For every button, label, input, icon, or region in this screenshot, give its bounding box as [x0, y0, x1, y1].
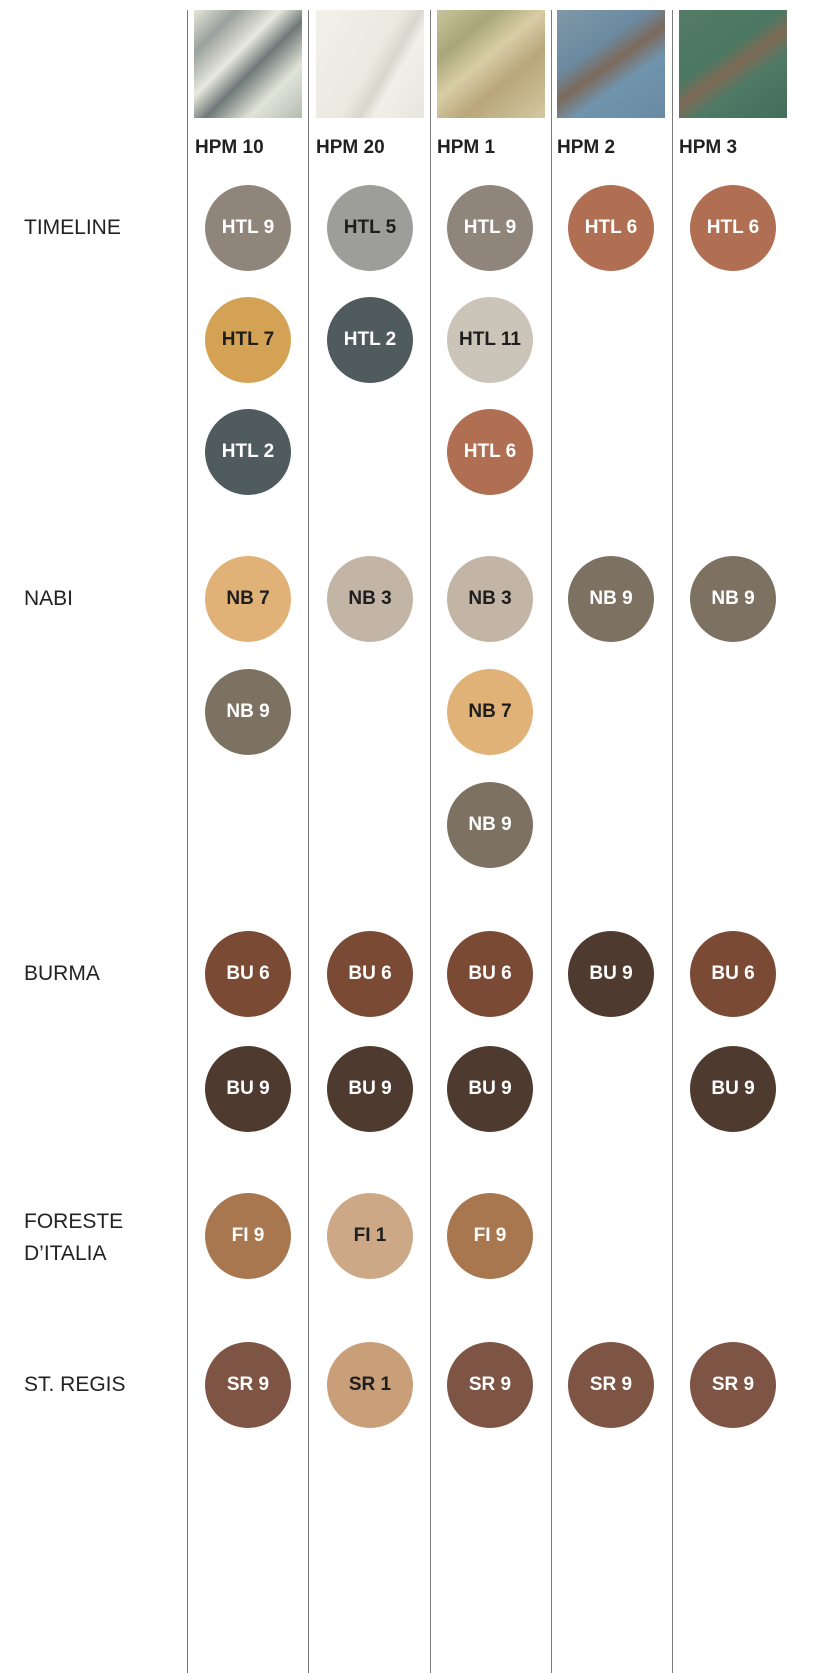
swatch: BU 6 — [690, 931, 776, 1017]
swatch: NB 3 — [327, 556, 413, 642]
divider — [430, 10, 431, 1673]
swatch-matrix: HPM 10 HPM 20 HPM 1 HPM 2 HPM 3 TIMELINE HTL 9… — [0, 0, 833, 1673]
divider — [672, 10, 673, 1673]
swatch: NB 9 — [447, 782, 533, 868]
column-label: HPM 1 — [437, 137, 495, 159]
row-label: BURMA — [24, 958, 174, 990]
swatch: SR 9 — [568, 1342, 654, 1428]
swatch: HTL 9 — [447, 185, 533, 271]
swatch: NB 7 — [205, 556, 291, 642]
material-thumbnail — [437, 10, 545, 118]
swatch: NB 9 — [690, 556, 776, 642]
swatch: BU 9 — [690, 1046, 776, 1132]
swatch: SR 9 — [205, 1342, 291, 1428]
material-thumbnail — [194, 10, 302, 118]
swatch: FI 9 — [205, 1193, 291, 1279]
swatch: BU 9 — [447, 1046, 533, 1132]
swatch: NB 9 — [568, 556, 654, 642]
swatch: BU 6 — [447, 931, 533, 1017]
swatch: NB 7 — [447, 669, 533, 755]
swatch: FI 9 — [447, 1193, 533, 1279]
swatch: BU 9 — [327, 1046, 413, 1132]
row-label: NABI — [24, 583, 174, 615]
swatch: HTL 9 — [205, 185, 291, 271]
swatch: BU 9 — [568, 931, 654, 1017]
swatch: NB 3 — [447, 556, 533, 642]
swatch: HTL 11 — [447, 297, 533, 383]
column-label: HPM 10 — [195, 137, 264, 159]
material-thumbnail — [679, 10, 787, 118]
divider — [308, 10, 309, 1673]
row-label: TIMELINE — [24, 212, 174, 244]
swatch: HTL 2 — [205, 409, 291, 495]
row-label: FORESTE D’ITALIA — [24, 1206, 134, 1270]
material-thumbnail — [316, 10, 424, 118]
divider — [551, 10, 552, 1673]
swatch: HTL 5 — [327, 185, 413, 271]
swatch: NB 9 — [205, 669, 291, 755]
swatch: BU 9 — [205, 1046, 291, 1132]
swatch: SR 9 — [690, 1342, 776, 1428]
column-label: HPM 2 — [557, 137, 615, 159]
column-label: HPM 3 — [679, 137, 737, 159]
swatch: BU 6 — [205, 931, 291, 1017]
swatch: FI 1 — [327, 1193, 413, 1279]
column-label: HPM 20 — [316, 137, 385, 159]
swatch: HTL 7 — [205, 297, 291, 383]
swatch: SR 9 — [447, 1342, 533, 1428]
divider — [187, 10, 188, 1673]
row-label: ST. REGIS — [24, 1369, 174, 1401]
swatch: HTL 6 — [447, 409, 533, 495]
material-thumbnail — [557, 10, 665, 118]
swatch: HTL 2 — [327, 297, 413, 383]
swatch: HTL 6 — [568, 185, 654, 271]
swatch: BU 6 — [327, 931, 413, 1017]
swatch: SR 1 — [327, 1342, 413, 1428]
swatch: HTL 6 — [690, 185, 776, 271]
